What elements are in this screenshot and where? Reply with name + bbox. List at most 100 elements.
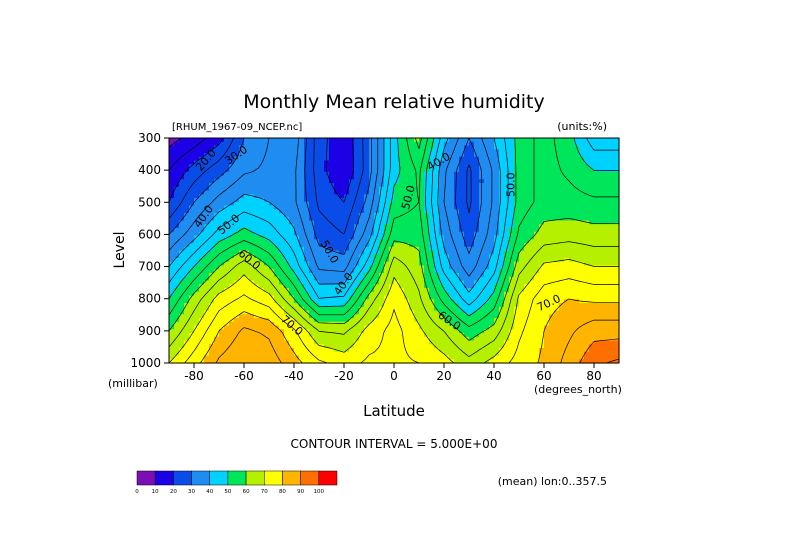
heatmap-cell xyxy=(399,145,405,150)
heatmap-cell xyxy=(389,299,395,304)
heatmap-cell xyxy=(484,288,490,293)
heatmap-cell xyxy=(199,280,205,285)
heatmap-cell xyxy=(329,160,335,165)
heatmap-cell xyxy=(424,306,430,312)
heatmap-cell xyxy=(344,179,350,184)
heatmap-cell xyxy=(384,156,390,162)
heatmap-cell xyxy=(219,254,225,259)
heatmap-cell xyxy=(474,318,480,323)
heatmap-cell xyxy=(304,179,310,184)
heatmap-cell xyxy=(564,310,570,315)
heatmap-cell xyxy=(384,254,390,259)
heatmap-cell xyxy=(224,299,230,304)
heatmap-cell xyxy=(519,228,525,233)
heatmap-cell xyxy=(214,288,220,293)
heatmap-cell xyxy=(299,220,305,225)
heatmap-cell xyxy=(519,164,525,169)
heatmap-cell xyxy=(469,276,475,282)
heatmap-cell xyxy=(514,190,520,195)
heatmap-cell xyxy=(374,288,380,293)
heatmap-cell xyxy=(614,280,620,285)
heatmap-cell xyxy=(284,228,290,233)
heatmap-cell xyxy=(394,190,400,195)
heatmap-cell xyxy=(304,284,310,289)
heatmap-cell xyxy=(319,194,325,199)
heatmap-cell xyxy=(169,254,175,259)
heatmap-cell xyxy=(239,258,245,263)
heatmap-cell xyxy=(234,284,240,289)
heatmap-cell xyxy=(259,149,265,154)
heatmap-cell xyxy=(349,284,355,289)
heatmap-cell xyxy=(429,156,435,162)
heatmap-cell xyxy=(524,141,530,147)
heatmap-cell xyxy=(414,138,420,143)
heatmap-cell xyxy=(494,194,500,199)
heatmap-cell xyxy=(519,288,525,293)
heatmap-cell xyxy=(484,280,490,285)
heatmap-cell xyxy=(259,213,265,218)
heatmap-cell xyxy=(469,231,475,237)
heatmap-cell xyxy=(229,295,235,300)
heatmap-cell xyxy=(174,295,180,300)
heatmap-cell xyxy=(484,198,490,203)
heatmap-cell xyxy=(609,303,615,308)
heatmap-cell xyxy=(344,228,350,233)
heatmap-cell xyxy=(489,149,495,154)
heatmap-cell xyxy=(534,194,540,199)
heatmap-cell xyxy=(419,153,425,158)
heatmap-cell xyxy=(184,213,190,218)
heatmap-cell xyxy=(509,299,515,304)
heatmap-cell xyxy=(449,198,455,203)
heatmap-cell xyxy=(529,201,535,207)
heatmap-cell xyxy=(339,340,345,345)
heatmap-cell xyxy=(544,318,550,323)
heatmap-cell xyxy=(424,318,430,323)
heatmap-cell xyxy=(609,171,615,177)
heatmap-cell xyxy=(209,194,215,199)
heatmap-cell xyxy=(599,340,605,345)
heatmap-cell xyxy=(514,138,520,143)
heatmap-cell xyxy=(184,231,190,237)
heatmap-cell xyxy=(204,138,210,143)
heatmap-cell xyxy=(484,254,490,259)
heatmap-cell xyxy=(604,145,610,150)
heatmap-cell xyxy=(509,314,515,319)
heatmap-cell xyxy=(614,258,620,263)
heatmap-cell xyxy=(279,269,285,274)
heatmap-cell xyxy=(179,291,185,297)
heatmap-cell xyxy=(309,235,315,240)
heatmap-cell xyxy=(279,175,285,180)
heatmap-cell xyxy=(279,261,285,267)
heatmap-cell xyxy=(509,231,515,237)
heatmap-cell xyxy=(434,273,440,278)
heatmap-cell xyxy=(499,228,505,233)
heatmap-cell xyxy=(214,318,220,323)
heatmap-cell xyxy=(549,224,555,229)
heatmap-cell xyxy=(249,153,255,158)
heatmap-cell xyxy=(209,295,215,300)
heatmap-cell xyxy=(509,190,515,195)
heatmap-cell xyxy=(474,273,480,278)
heatmap-cell xyxy=(529,228,535,233)
heatmap-cell xyxy=(194,303,200,308)
heatmap-cell xyxy=(289,145,295,150)
heatmap-cell xyxy=(339,149,345,154)
heatmap-cell xyxy=(234,160,240,165)
heatmap-cell xyxy=(214,171,220,177)
heatmap-cell xyxy=(234,149,240,154)
heatmap-cell xyxy=(599,235,605,240)
heatmap-cell xyxy=(369,318,375,323)
heatmap-cell xyxy=(204,321,210,327)
heatmap-cell xyxy=(349,321,355,327)
heatmap-cell xyxy=(554,164,560,169)
heatmap-cell xyxy=(314,228,320,233)
heatmap-cell xyxy=(334,344,340,349)
heatmap-cell xyxy=(354,265,360,270)
heatmap-cell xyxy=(524,284,530,289)
heatmap-cell xyxy=(304,246,310,252)
heatmap-cell xyxy=(349,156,355,162)
heatmap-cell xyxy=(309,258,315,263)
heatmap-cell xyxy=(199,168,205,173)
heatmap-cell xyxy=(279,190,285,195)
heatmap-cell xyxy=(599,329,605,334)
